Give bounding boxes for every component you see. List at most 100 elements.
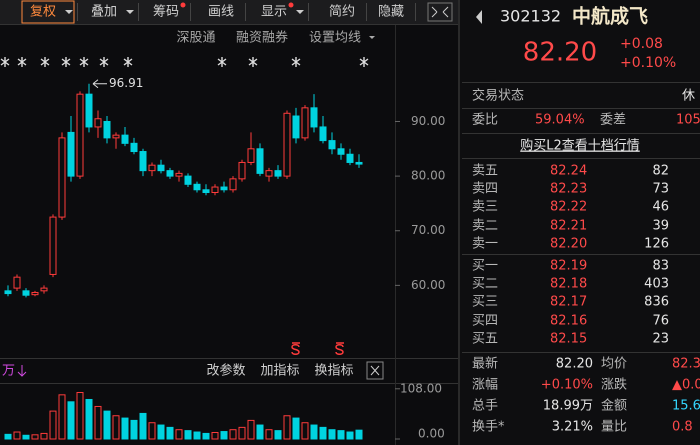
event-marker: [359, 57, 369, 67]
badge-dot: [180, 2, 186, 8]
volume-bar: [166, 426, 174, 440]
candle-body: [175, 172, 183, 177]
book-price: 82.20: [550, 237, 587, 252]
event-marker: [0, 57, 10, 67]
candle-body: [13, 276, 21, 289]
divider: [0, 358, 458, 359]
volume-bar: [85, 398, 93, 440]
toolbar-button[interactable]: 隐藏: [378, 5, 404, 20]
candle-body: [139, 151, 147, 172]
volume-bar: [175, 429, 183, 440]
toolbar-button[interactable]: 复权: [30, 4, 56, 20]
volume-bar: [193, 431, 201, 440]
volume-bar: [229, 429, 237, 440]
candle-body: [157, 164, 165, 172]
toolbar: [0, 0, 458, 24]
toolbar-button[interactable]: 显示: [261, 5, 287, 20]
book-price: 82.18: [550, 277, 587, 292]
sub-button[interactable]: 设置均线: [309, 31, 361, 46]
candle-body: [283, 112, 291, 177]
toolbar-button[interactable]: 筹码: [153, 4, 179, 20]
divider: [462, 108, 700, 109]
sub-button[interactable]: 融资融券: [236, 30, 288, 46]
book-price: 82.24: [550, 164, 587, 179]
candle-body: [319, 126, 327, 142]
dropdown-caret: [369, 36, 375, 39]
sub-button[interactable]: 深股通: [176, 31, 215, 46]
stat-label: 均价: [601, 357, 627, 372]
back-arrow[interactable]: [476, 10, 482, 24]
event-marker: [248, 57, 258, 67]
y-tick-label: 108.00: [400, 381, 442, 395]
stat-label: 换手*: [472, 420, 505, 435]
close-button[interactable]: [366, 361, 384, 380]
candle-body: [274, 170, 282, 177]
candle-body: [202, 189, 210, 194]
volume-bar: [67, 401, 75, 440]
candle-body: [31, 291, 39, 296]
volume-bar: [202, 432, 210, 440]
volume-bar: [337, 430, 345, 440]
book-volume: 39: [652, 219, 669, 234]
candle-body: [265, 170, 273, 177]
stat-value: 82.3: [672, 357, 700, 372]
field-value: 59.04%: [535, 113, 585, 128]
event-marker: [79, 57, 89, 67]
candle-body: [4, 290, 12, 295]
book-price: 82.23: [550, 182, 587, 197]
volume-bar: [58, 394, 66, 440]
stock-code: 302132: [500, 7, 561, 26]
volume-bar: [139, 412, 147, 440]
divider: [462, 133, 700, 134]
volume-bar: [238, 426, 246, 440]
volume-bar: [130, 419, 138, 440]
close-icon: [370, 365, 380, 376]
candle-body: [220, 186, 228, 191]
y-tick-label: 80.00: [411, 169, 445, 183]
indicator-button[interactable]: 换指标: [314, 364, 353, 379]
book-price: 82.22: [550, 200, 587, 215]
stat-value: ▲0.0: [672, 378, 700, 393]
volume-bar: [346, 431, 354, 440]
change: +0.08: [620, 36, 663, 52]
stat-value: 3.21%: [552, 420, 593, 435]
candle-body: [346, 153, 354, 163]
book-volume: 836: [644, 295, 669, 310]
field-value: 105: [676, 113, 700, 128]
event-marker: [40, 57, 50, 67]
axis-divider: [395, 25, 396, 445]
book-price: 82.16: [550, 314, 587, 329]
book-volume: 23: [652, 332, 669, 347]
field-label: 委比: [472, 113, 498, 128]
book-volume: 126: [644, 237, 669, 252]
book-volume: 403: [644, 277, 669, 292]
candle-body: [310, 107, 318, 128]
volume-bar: [328, 429, 336, 440]
candle-body: [229, 178, 237, 191]
toolbar-button[interactable]: 画线: [208, 5, 234, 20]
indicator-button[interactable]: 加指标: [260, 364, 299, 379]
volume-bar: [40, 432, 48, 440]
toolbar-button[interactable]: 叠加: [91, 5, 117, 20]
volume-bar: [301, 422, 309, 440]
fullscreen-button[interactable]: [427, 2, 453, 22]
status-label: 交易状态: [472, 88, 524, 104]
volume-bar: [256, 424, 264, 440]
book-price: 82.21: [550, 219, 587, 234]
trade-marker: [291, 342, 300, 355]
volume-unit: 万: [2, 364, 15, 379]
book-label: 卖四: [472, 182, 498, 197]
active-outline: [21, 0, 75, 24]
l2-banner[interactable]: 购买L2查看十档行情: [520, 138, 640, 154]
candle-body: [130, 142, 138, 153]
quote-panel: [460, 0, 700, 445]
event-marker: [17, 57, 27, 67]
indicator-button[interactable]: 改参数: [206, 363, 245, 379]
toolbar-button[interactable]: 简约: [329, 4, 355, 20]
candle-body: [292, 115, 300, 139]
candle-body: [85, 93, 93, 128]
candle-body: [166, 170, 174, 177]
book-price: 82.19: [550, 259, 587, 274]
divider: [462, 82, 700, 83]
volume-bar: [13, 431, 21, 440]
